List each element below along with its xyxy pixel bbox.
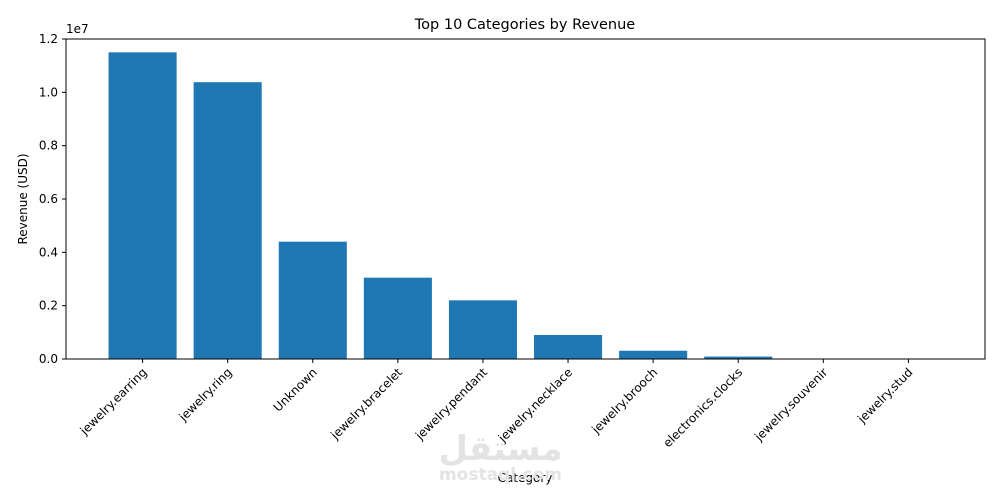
x-tick-label: jewelry.brooch (588, 365, 660, 437)
bar-unknown (278, 241, 347, 359)
x-axis-ticks: jewelry.earring jewelry.ring Unknown jewelr… (77, 359, 916, 450)
y-tick-label: 0.0 (39, 352, 58, 366)
bar-jewelry-necklace (534, 335, 603, 359)
y-tick-label: 1.2 (39, 32, 58, 46)
y-tick-label: 0.8 (39, 139, 58, 153)
bar-jewelry-pendant (448, 300, 517, 359)
bar-jewelry-brooch (619, 350, 688, 359)
chart-title: Top 10 Categories by Revenue (414, 17, 636, 33)
bar-electronics-clocks (704, 356, 773, 359)
x-tick-label: jewelry.bracelet (327, 365, 405, 443)
bars-group (108, 52, 943, 359)
y-tick-label: 1.0 (39, 85, 58, 99)
y-axis-title: Revenue (USD) (16, 153, 30, 244)
y-axis-ticks: 0.0 0.2 0.4 0.6 0.8 1.0 1.2 (39, 32, 66, 366)
x-tick-label: jewelry.souvenir (751, 365, 830, 444)
plot-frame (65, 38, 986, 360)
x-axis-title: Category (498, 471, 553, 485)
bar-jewelry-bracelet (363, 277, 432, 359)
x-tick-label: electronics.clocks (660, 365, 745, 450)
x-tick-label: jewelry.stud (854, 365, 915, 426)
bar-jewelry-ring (193, 82, 262, 359)
y-tick-label: 0.2 (39, 299, 58, 313)
x-tick-label: jewelry.earring (77, 365, 150, 438)
y-tick-label: 0.4 (39, 245, 58, 259)
y-axis-exponent: 1e7 (66, 22, 89, 36)
x-tick-label: Unknown (271, 365, 320, 414)
y-tick-label: 0.6 (39, 192, 58, 206)
x-tick-label: jewelry.ring (175, 365, 234, 424)
x-tick-label: jewelry.pendant (412, 365, 490, 443)
x-tick-label: jewelry.necklace (495, 365, 575, 445)
bar-jewelry-earring (108, 52, 177, 359)
